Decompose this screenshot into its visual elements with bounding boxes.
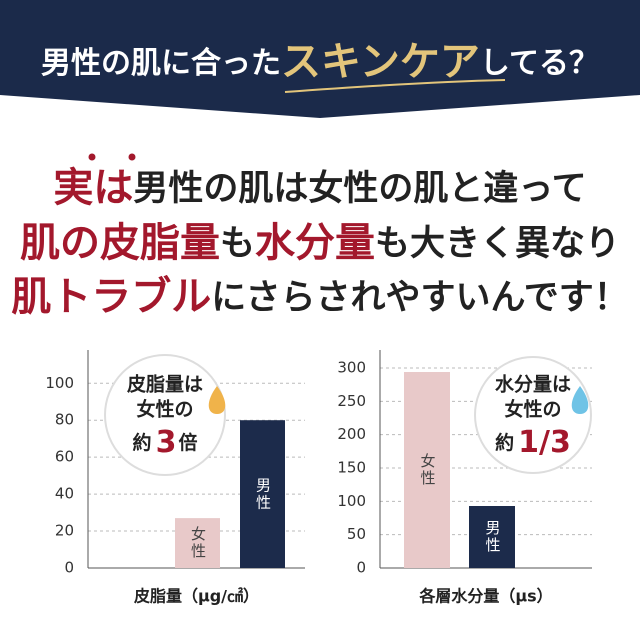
y-tick-label: 0 <box>64 559 74 577</box>
body-text: 男性の肌は女性の肌と違って <box>133 168 586 209</box>
emphasis-dot <box>128 153 136 161</box>
message-line: 肌の皮脂量も水分量も大きく異なり <box>20 220 620 266</box>
y-tick-label: 60 <box>55 448 74 466</box>
y-tick-label: 250 <box>337 392 366 410</box>
y-tick-label: 300 <box>337 359 366 377</box>
title-prefix: 男性の肌に合った <box>41 46 281 81</box>
bar <box>469 506 515 568</box>
callout-text: 水分量は <box>495 374 571 396</box>
bar-category-label: 男性 <box>254 477 272 511</box>
x-axis-label: 皮脂量（μg/㎠） <box>133 587 259 606</box>
callout-text: 女性の <box>136 398 193 421</box>
accent-text: 水分量 <box>255 220 375 266</box>
y-tick-label: 100 <box>45 374 74 392</box>
body-text: にさらされやすいんです！ <box>211 278 629 318</box>
title-suffix: してる？ <box>480 46 599 81</box>
message: 実は男性の肌は女性の肌と違って肌の皮脂量も水分量も大きく異なり肌トラブルにさらさ… <box>11 165 629 320</box>
callout-prefix: 約 <box>495 431 514 454</box>
body-text: も大きく異なり <box>375 224 620 264</box>
x-axis-label: 各層水分量（μs） <box>418 587 552 606</box>
callout-text: 女性の <box>504 398 561 421</box>
callout-value: 約 1/3 <box>495 425 571 460</box>
y-tick-label: 40 <box>55 485 74 503</box>
message-line: 実は男性の肌は女性の肌と違って <box>53 165 586 211</box>
bar <box>240 420 285 568</box>
accent-text: 実は <box>53 165 133 211</box>
callout-suffix: 倍 <box>178 431 197 454</box>
callout-text: 皮脂量は <box>127 373 203 396</box>
message-line: 肌トラブルにさらされやすいんです！ <box>11 274 629 320</box>
drop-icon <box>208 386 226 414</box>
y-tick-label: 20 <box>55 522 74 540</box>
bar <box>175 518 220 568</box>
header-band <box>0 0 640 118</box>
emphasis-dot <box>88 153 96 161</box>
title-underline <box>284 79 506 93</box>
accent-text: 肌の皮脂量 <box>20 220 220 266</box>
y-tick-label: 150 <box>337 459 366 477</box>
bar-category-label: 男性 <box>484 520 502 554</box>
y-tick-label: 100 <box>337 492 366 510</box>
y-tick-label: 50 <box>347 525 366 543</box>
y-tick-label: 200 <box>337 425 366 443</box>
callout-number: 1/3 <box>518 425 571 460</box>
bar <box>404 372 450 568</box>
header-title: 男性の肌に合ったスキンケアしてる？ <box>41 39 599 85</box>
accent-text: 肌トラブル <box>11 274 211 320</box>
callout-prefix: 約 <box>133 431 152 454</box>
callout-bubble <box>474 356 592 474</box>
title-highlight: スキンケア <box>281 39 480 85</box>
y-tick-label: 80 <box>55 411 74 429</box>
bar-category-label: 女性 <box>419 452 437 487</box>
bar-category-label: 女性 <box>189 525 207 560</box>
y-tick-label: 0 <box>356 559 366 577</box>
callout-bubble <box>104 354 226 476</box>
drop-icon <box>571 386 589 414</box>
callout-number: 3 <box>156 425 177 460</box>
body-text: も <box>220 224 255 264</box>
